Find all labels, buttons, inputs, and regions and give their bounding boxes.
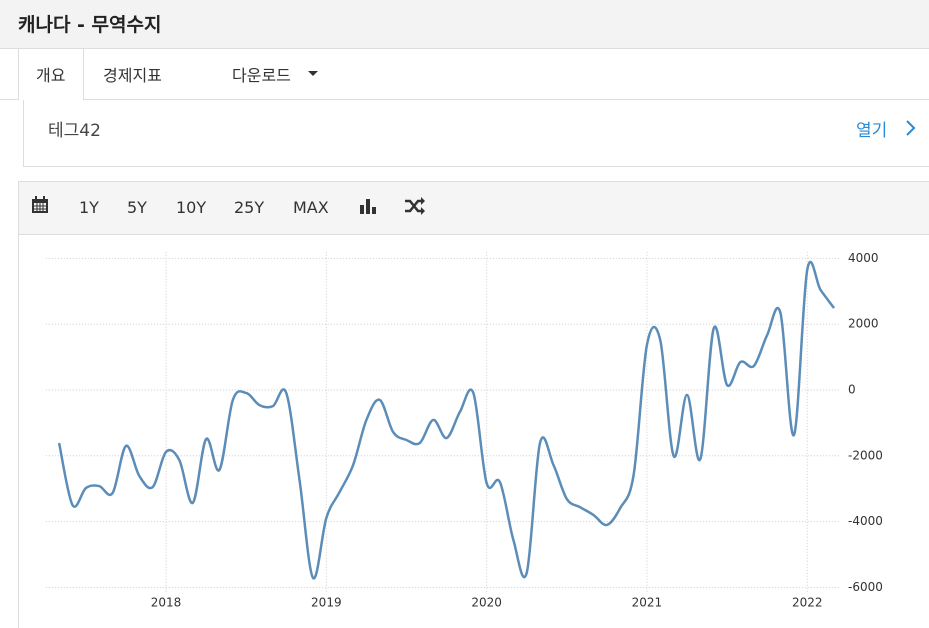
shuffle-icon[interactable]: [404, 197, 426, 215]
panel-label: 테그42: [48, 121, 101, 141]
y-tick-label: 0: [848, 382, 856, 396]
y-tick-label: 4000: [848, 251, 879, 265]
page-title: 캐나다 - 무역수지: [18, 14, 162, 36]
caret: [308, 71, 318, 76]
line: [57, 260, 836, 580]
x-tick-label: 2020: [471, 596, 502, 610]
tab-bar: [0, 49, 929, 100]
range-button[interactable]: 1Y: [79, 198, 99, 217]
bar-icon[interactable]: [359, 197, 377, 215]
y-tick-label: -2000: [848, 448, 883, 462]
range-button[interactable]: MAX: [293, 198, 329, 217]
tab[interactable]: 경제지표: [103, 66, 162, 85]
x-tick-label: 2019: [311, 596, 342, 610]
header: 캐나다 - 무역수지: [0, 0, 929, 49]
active-tab: [18, 49, 84, 101]
x-tick-label: 2022: [792, 596, 823, 610]
tab[interactable]: 개요: [36, 66, 66, 85]
y-tick-label: 2000: [848, 317, 879, 331]
chevron: [906, 120, 916, 136]
tab[interactable]: 다운로드: [232, 66, 291, 85]
panel: [23, 100, 929, 167]
y-tick-label: -6000: [848, 580, 883, 594]
range-button[interactable]: 5Y: [127, 198, 147, 217]
range-button[interactable]: 10Y: [176, 198, 207, 217]
toolbar: [18, 181, 929, 235]
x-tick-label: 2018: [151, 596, 182, 610]
chart-area: [18, 234, 929, 628]
y-tick-label: -4000: [848, 514, 883, 528]
range-button[interactable]: 25Y: [234, 198, 265, 217]
calendar-icon[interactable]: [31, 196, 49, 214]
x-tick-label: 2021: [632, 596, 663, 610]
open-link[interactable]: 열기: [856, 121, 888, 141]
